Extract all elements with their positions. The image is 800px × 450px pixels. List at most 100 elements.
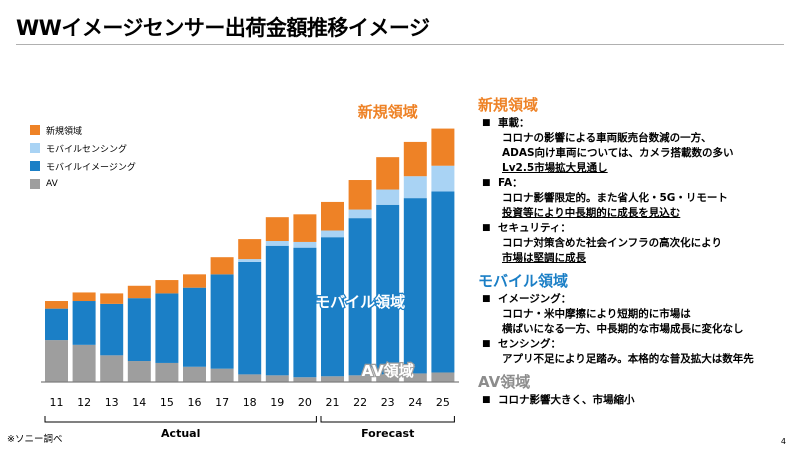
legend-swatch-mobile-imaging bbox=[30, 161, 40, 171]
chart-annotation: 新規領域 bbox=[358, 103, 418, 121]
bar-segment bbox=[127, 361, 151, 382]
bar-segment bbox=[431, 165, 455, 192]
section-mobile-list: イメージング： コロナ・米中摩擦により短期的に市場は 横ばいになる一方、中長期的… bbox=[478, 292, 794, 367]
group-label: Forecast bbox=[361, 427, 414, 440]
bar-segment bbox=[210, 274, 234, 369]
item-line: コロナ・米中摩擦により短期的に市場は bbox=[502, 308, 691, 320]
bar-segment bbox=[403, 373, 427, 382]
bar-segment bbox=[403, 141, 427, 177]
item-line: コロナの影響による車両販売台数減の一方、 bbox=[502, 132, 712, 144]
bar-segment bbox=[376, 189, 400, 205]
legend-item-new: 新規領域 bbox=[30, 121, 136, 139]
bar-segment bbox=[210, 257, 234, 275]
x-tick-label: 11 bbox=[50, 396, 64, 409]
source-footnote: ※ソニー調べ bbox=[7, 434, 63, 445]
x-tick-label: 21 bbox=[326, 396, 340, 409]
x-tick-label: 19 bbox=[270, 396, 284, 409]
list-item: センシング： アプリ不足により足踏み。本格的な普及拡大は数年先 bbox=[478, 337, 794, 367]
x-tick-label: 20 bbox=[298, 396, 312, 409]
bar-segment bbox=[376, 374, 400, 382]
bar-segment bbox=[265, 217, 289, 241]
bar-segment bbox=[265, 245, 289, 376]
bar-segment bbox=[431, 191, 455, 373]
list-item: 車載： コロナの影響による車両販売台数減の一方、 ADAS向け車両については、カ… bbox=[478, 116, 794, 176]
legend-label-mobile-sensing: モバイルセンシング bbox=[46, 144, 128, 155]
legend-item-mobile-sensing: モバイルセンシング bbox=[30, 139, 136, 157]
x-tick-label: 24 bbox=[408, 396, 422, 409]
x-tick-label: 22 bbox=[353, 396, 367, 409]
chart-legend: 新規領域 モバイルセンシング モバイルイメージング AV bbox=[30, 121, 136, 193]
bar-segment bbox=[238, 259, 262, 262]
bar-segment bbox=[403, 176, 427, 199]
page-number: 4 bbox=[780, 437, 786, 446]
bar-segment bbox=[127, 285, 151, 299]
bar-segment bbox=[238, 374, 262, 382]
bar-segment bbox=[100, 293, 124, 304]
bar-segment bbox=[321, 237, 344, 377]
section-av-list: コロナ影響大きく、市場縮小 bbox=[478, 393, 794, 408]
shipment-bar-chart: 11 12 13 14 15 16 17 18 19 20 21 22 23 24 25 Actual Fore… bbox=[41, 103, 459, 440]
bar-segment bbox=[45, 308, 68, 341]
bar-segment bbox=[376, 157, 400, 190]
x-tick-label: 12 bbox=[77, 396, 91, 409]
bar-segment bbox=[45, 340, 68, 382]
chart-annotation: AV領域 bbox=[362, 362, 414, 380]
bar-segment bbox=[265, 240, 289, 246]
bar-segment bbox=[293, 377, 317, 382]
section-new-list: 車載： コロナの影響による車両販売台数減の一方、 ADAS向け車両については、カ… bbox=[478, 116, 794, 266]
bar-segment bbox=[431, 128, 455, 166]
group-label: Actual bbox=[161, 427, 200, 440]
item-line: Lv2.5市場拡大見通し bbox=[502, 162, 608, 174]
bar-segment bbox=[321, 376, 344, 382]
item-line: 投資等により中長期的に成長を見込む bbox=[502, 207, 681, 219]
bar-segment bbox=[155, 280, 179, 294]
x-tick-label: 25 bbox=[436, 396, 450, 409]
x-tick-label: 18 bbox=[243, 396, 257, 409]
bar-segment bbox=[293, 241, 317, 248]
legend-label-mobile-imaging: モバイルイメージング bbox=[46, 162, 136, 173]
bar-segment bbox=[183, 366, 206, 382]
legend-swatch-mobile-sensing bbox=[30, 143, 40, 153]
chart-annotation: モバイル領域 bbox=[315, 293, 405, 311]
bar-segment bbox=[72, 301, 96, 345]
bar-segment bbox=[100, 303, 124, 356]
x-tick-label: 23 bbox=[381, 396, 395, 409]
item-head: セキュリティ： bbox=[498, 222, 571, 234]
bar-segment bbox=[348, 209, 372, 219]
section-title-av: AV領域 bbox=[478, 373, 531, 391]
bar-segment bbox=[238, 239, 262, 260]
legend-item-av: AV bbox=[30, 175, 136, 193]
bar-segment bbox=[431, 372, 455, 382]
legend-label-av: AV bbox=[46, 179, 58, 189]
bar-segment bbox=[321, 201, 344, 231]
bar-segment bbox=[155, 362, 179, 382]
group-bracket bbox=[44, 416, 317, 423]
bar-segment bbox=[376, 204, 400, 375]
bar-segment bbox=[348, 218, 372, 376]
x-tick-label: 16 bbox=[188, 396, 202, 409]
legend-item-mobile-imaging: モバイルイメージング bbox=[30, 157, 136, 175]
item-head: イメージング： bbox=[498, 293, 572, 305]
list-item: コロナ影響大きく、市場縮小 bbox=[478, 393, 794, 408]
title-divider bbox=[16, 44, 784, 45]
bar-segment bbox=[265, 375, 289, 382]
group-bracket bbox=[320, 416, 455, 423]
item-head: センシング： bbox=[498, 338, 561, 350]
bar-segment bbox=[183, 287, 206, 367]
x-tick-label: 15 bbox=[160, 396, 174, 409]
bar-segment bbox=[238, 261, 262, 375]
bar-segment bbox=[293, 214, 317, 242]
list-item: セキュリティ： コロナ対策含めた社会インフラの高次化により 市場は堅調に成長 bbox=[478, 221, 794, 266]
commentary-panel: 新規領域 車載： コロナの影響による車両販売台数減の一方、 ADAS向け車両につ… bbox=[478, 96, 794, 408]
item-line: ADAS向け車両については、カメラ搭載数の多い bbox=[502, 147, 734, 159]
item-head: コロナ影響大きく、市場縮小 bbox=[498, 394, 635, 406]
x-tick-label: 13 bbox=[105, 396, 119, 409]
list-item: イメージング： コロナ・米中摩擦により短期的に市場は 横ばいになる一方、中長期的… bbox=[478, 292, 794, 337]
item-line: 横ばいになる一方、中長期的な市場成長に変化なし bbox=[502, 323, 744, 335]
item-head: 車載： bbox=[498, 117, 530, 129]
section-title-mobile: モバイル領域 bbox=[478, 272, 569, 290]
bar-segment bbox=[348, 180, 372, 210]
bar-segment bbox=[127, 298, 151, 362]
legend-swatch-av bbox=[30, 179, 40, 189]
bar-segment bbox=[293, 247, 317, 378]
